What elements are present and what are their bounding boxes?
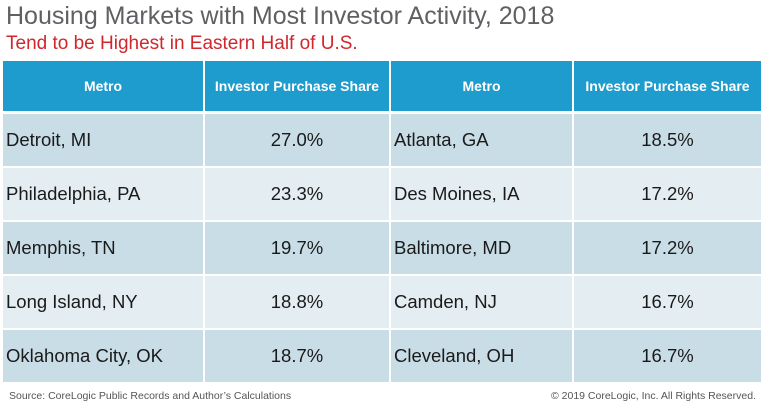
share-cell: 18.7% [204,329,391,384]
copyright-note: © 2019 CoreLogic, Inc. All Rights Reserv… [550,390,756,402]
metro-cell: Long Island, NY [3,275,205,330]
source-note: Source: CoreLogic Public Records and Aut… [9,390,292,402]
table-row: Oklahoma City, OK 18.7% Cleveland, OH 16… [3,329,761,384]
share-cell: 27.0% [204,112,391,168]
column-header-metro: Metro [390,61,574,114]
column-header-investor-share: Investor Purchase Share [204,61,391,114]
share-cell: 23.3% [204,167,391,222]
table-row: Memphis, TN 19.7% Baltimore, MD 17.2% [3,221,761,276]
page-subtitle: Tend to be Highest in Eastern Half of U.… [6,33,358,54]
metro-cell: Camden, NJ [390,275,574,330]
table-row: Detroit, MI 27.0% Atlanta, GA 18.5% [3,112,761,168]
share-cell: 16.7% [573,329,761,384]
metro-cell: Atlanta, GA [390,112,574,168]
metro-cell: Cleveland, OH [390,329,574,384]
share-cell: 17.2% [573,167,761,222]
table-row: Long Island, NY 18.8% Camden, NJ 16.7% [3,275,761,330]
metro-cell: Baltimore, MD [390,221,574,276]
share-cell: 18.8% [204,275,391,330]
metro-cell: Oklahoma City, OK [3,329,205,384]
column-header-metro: Metro [3,61,205,114]
metro-cell: Philadelphia, PA [3,167,205,222]
investor-activity-table: Metro Investor Purchase Share Metro Inve… [3,61,761,384]
metro-cell: Detroit, MI [3,112,205,168]
table-row: Philadelphia, PA 23.3% Des Moines, IA 17… [3,167,761,222]
metro-cell: Memphis, TN [3,221,205,276]
page-title: Housing Markets with Most Investor Activ… [6,2,555,30]
share-cell: 19.7% [204,221,391,276]
metro-cell: Des Moines, IA [390,167,574,222]
share-cell: 18.5% [573,112,761,168]
table-header-row: Metro Investor Purchase Share Metro Inve… [3,61,761,114]
share-cell: 17.2% [573,221,761,276]
column-header-investor-share: Investor Purchase Share [573,61,761,114]
share-cell: 16.7% [573,275,761,330]
